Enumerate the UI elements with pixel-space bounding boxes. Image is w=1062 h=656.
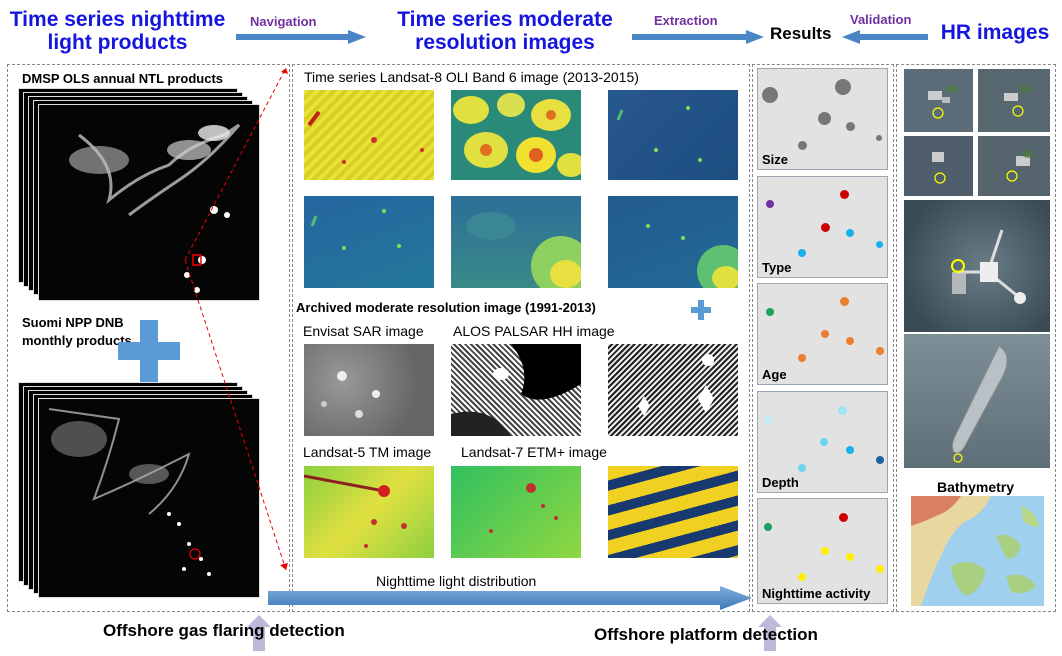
size-label: Size <box>762 152 789 167</box>
dmsp-image-stack <box>18 88 263 303</box>
landsat8-image-2 <box>451 90 581 180</box>
size-panel: Size <box>757 68 888 170</box>
type-label: Type <box>762 260 792 275</box>
hr-image-4 <box>978 136 1050 196</box>
nighttime-activity-label: Nighttime activity <box>762 586 871 601</box>
gas-flaring-title: Offshore gas flaring detection <box>103 621 345 640</box>
landsat5-tm-image <box>304 466 434 558</box>
landsat8-image-5 <box>451 196 581 288</box>
alos-palsar-image <box>451 344 581 436</box>
landsat8-image-4 <box>304 196 434 288</box>
navigation-label: Navigation <box>250 14 317 29</box>
suomi-image-stack <box>18 382 263 604</box>
age-panel: Age <box>757 283 888 385</box>
moderate-images-title: Time series moderate resolution images <box>397 8 613 54</box>
hr-image-platform <box>904 200 1050 332</box>
hr-frame <box>896 64 1056 612</box>
platform-up-arrow <box>758 615 782 651</box>
depth-label: Depth <box>762 475 799 490</box>
landsat5-label: Landsat-5 TM image <box>303 444 432 460</box>
archived-label: Archived moderate resolution image (1991… <box>296 300 596 315</box>
extraction-label: Extraction <box>654 13 718 28</box>
ntl-distribution-label: Nighttime light distribution <box>376 573 537 589</box>
nighttime-activity-panel: Nighttime activity <box>757 498 888 604</box>
results-title: Results <box>770 24 832 43</box>
moderate-frame <box>292 64 750 612</box>
extraction-arrow <box>632 30 764 44</box>
landsat7-etm-image <box>451 466 581 558</box>
landsat8-image-1 <box>304 90 434 180</box>
validation-arrow <box>842 30 928 44</box>
ntl-frame <box>7 64 290 612</box>
gas-flaring-up-arrow <box>247 615 271 651</box>
bathymetry-map <box>911 496 1044 606</box>
plus-icon-large <box>118 320 180 382</box>
landsat7-striped-image <box>608 466 738 558</box>
sar-image-3 <box>608 344 738 436</box>
ntl-distribution-arrow <box>268 586 752 610</box>
hr-image-2 <box>978 69 1050 132</box>
connector-lines <box>184 67 288 571</box>
results-frame <box>752 64 894 612</box>
validation-label: Validation <box>850 12 912 27</box>
hr-image-ship <box>904 334 1050 468</box>
envisat-sar-image <box>304 344 434 436</box>
dmsp-label: DMSP OLS annual NTL products <box>22 71 224 86</box>
landsat8-image-6 <box>608 196 738 288</box>
navigation-arrow <box>236 30 366 44</box>
age-label: Age <box>762 367 787 382</box>
plus-icon-small <box>691 300 711 320</box>
platform-title: Offshore platform detection <box>594 625 818 644</box>
hr-image-3 <box>904 136 973 196</box>
depth-panel: Depth <box>757 391 888 493</box>
landsat7-label: Landsat-7 ETM+ image <box>461 444 607 460</box>
suomi-label: Suomi NPP DNB monthly products <box>22 315 132 348</box>
envisat-label: Envisat SAR image <box>303 323 424 339</box>
ntl-products-title: Time series nighttime light products <box>9 8 226 54</box>
landsat8-label: Time series Landsat-8 OLI Band 6 image (… <box>304 69 639 85</box>
alos-label: ALOS PALSAR HH image <box>453 323 615 339</box>
type-panel: Type <box>757 176 888 278</box>
bathymetry-label: Bathymetry <box>937 479 1015 495</box>
hr-images-title: HR images <box>940 21 1050 44</box>
hr-image-1 <box>904 69 973 132</box>
landsat8-image-3 <box>608 90 738 180</box>
